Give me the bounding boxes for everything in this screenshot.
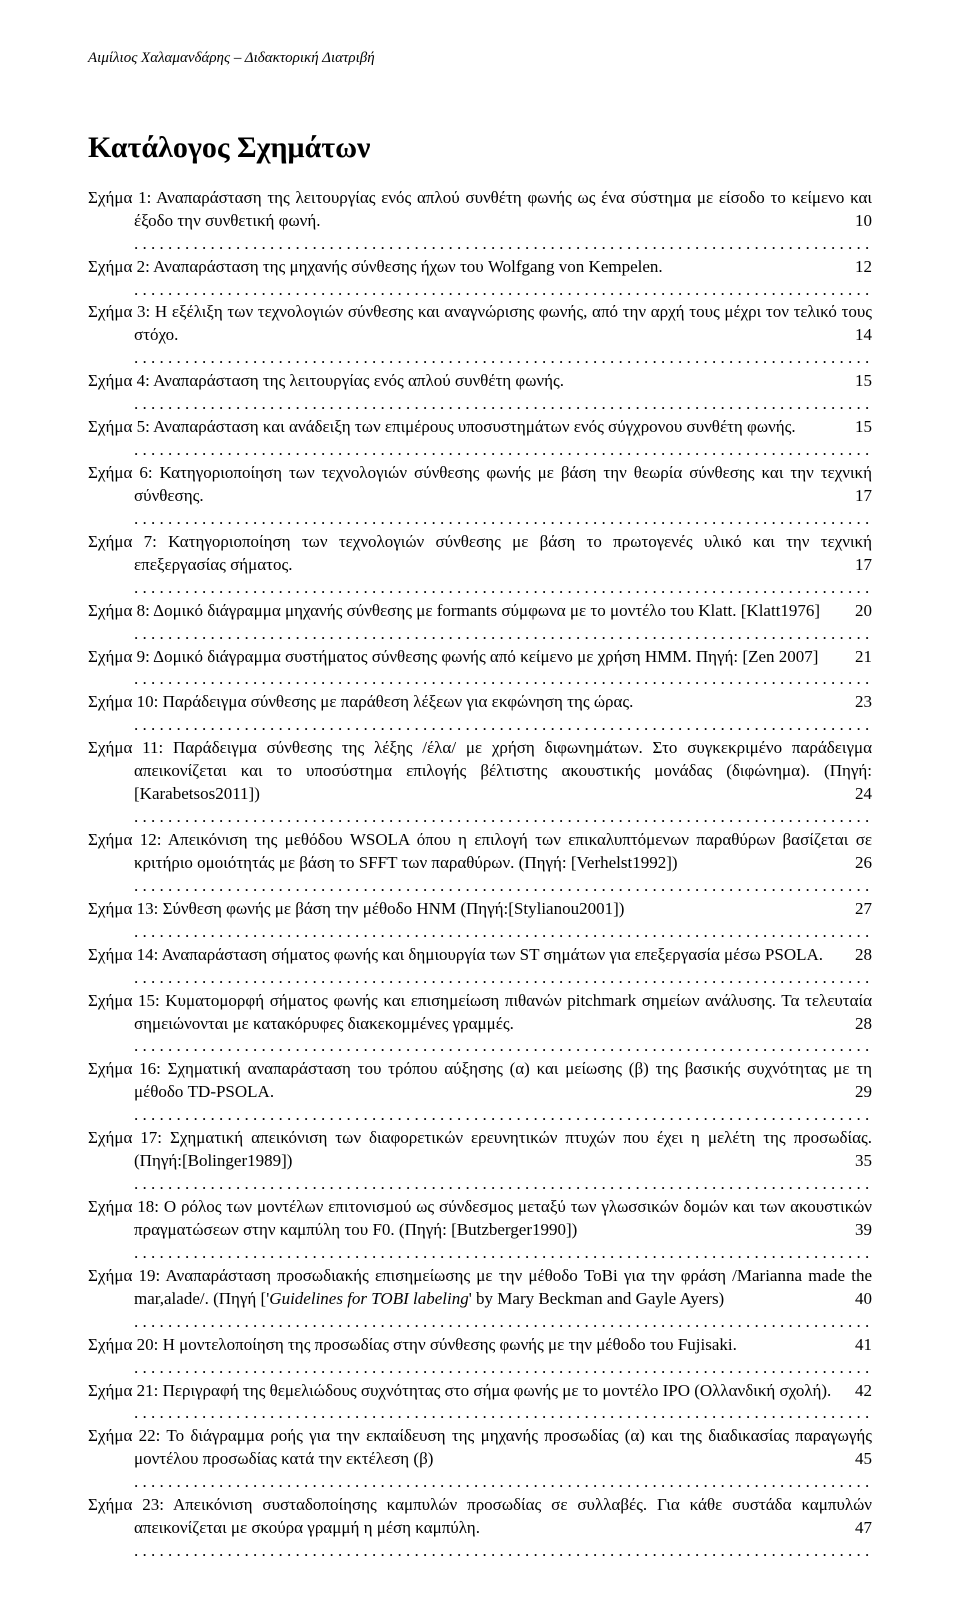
- lof-entry-leader: . . . . . . . . . . . . . . . . . . . . …: [134, 508, 872, 531]
- lof-entry-page: 17: [851, 485, 872, 508]
- lof-entry-leader: . . . . . . . . . . . . . . . . . . . . …: [134, 1035, 872, 1058]
- lof-entry: Σχήμα 14: Αναπαράσταση σήματος φωνής και…: [88, 944, 872, 990]
- lof-entry-page: 21: [851, 646, 872, 669]
- lof-entry-page: 12: [851, 256, 872, 279]
- lof-entry: Σχήμα 6: Κατηγοριοποίηση των τεχνολογιών…: [88, 462, 872, 531]
- lof-entry-leader: . . . . . . . . . . . . . . . . . . . . …: [134, 393, 872, 416]
- lof-entry-page: 24: [851, 783, 872, 806]
- lof-entry-leader: . . . . . . . . . . . . . . . . . . . . …: [134, 921, 872, 944]
- lof-entry-page: 10: [851, 210, 872, 233]
- lof-entry-text: Σχήμα 21: Περιγραφή της θεμελιώδους συχν…: [88, 1381, 831, 1400]
- lof-entry-leader: . . . . . . . . . . . . . . . . . . . . …: [134, 1540, 872, 1563]
- lof-entry-page: 27: [851, 898, 872, 921]
- lof-entry-leader: . . . . . . . . . . . . . . . . . . . . …: [134, 233, 872, 256]
- lof-entry: Σχήμα 12: Απεικόνιση της μεθόδου WSOLA ό…: [88, 829, 872, 898]
- lof-entry: Σχήμα 18: Ο ρόλος των μοντέλων επιτονισμ…: [88, 1196, 872, 1265]
- lof-entry-text: Σχήμα 22: Το διάγραμμα ροής για την εκπα…: [88, 1426, 872, 1468]
- lof-entry-text: Σχήμα 16: Σχηματική αναπαράσταση του τρό…: [88, 1059, 872, 1101]
- lof-entry-text: Σχήμα 19: Αναπαράσταση προσωδιακής επιση…: [88, 1266, 872, 1308]
- lof-entry-leader: . . . . . . . . . . . . . . . . . . . . …: [134, 875, 872, 898]
- lof-entry-text: Σχήμα 17: Σχηματική απεικόνιση των διαφο…: [88, 1128, 872, 1170]
- lof-entry-leader: . . . . . . . . . . . . . . . . . . . . …: [134, 1173, 872, 1196]
- lof-entry-leader: . . . . . . . . . . . . . . . . . . . . …: [134, 1357, 872, 1380]
- lof-entry-leader: . . . . . . . . . . . . . . . . . . . . …: [134, 623, 872, 646]
- lof-entry: Σχήμα 2: Αναπαράσταση της μηχανής σύνθεσ…: [88, 256, 872, 302]
- lof-entry-text: Σχήμα 7: Κατηγοριοποίηση των τεχνολογιών…: [88, 532, 872, 574]
- lof-entry-text: Σχήμα 20: Η μοντελοποίηση της προσωδίας …: [88, 1335, 737, 1354]
- lof-entry-leader: . . . . . . . . . . . . . . . . . . . . …: [134, 967, 872, 990]
- lof-entry-text: Σχήμα 10: Παράδειγμα σύνθεσης με παράθεσ…: [88, 692, 633, 711]
- lof-entry-text: Σχήμα 3: Η εξέλιξη των τεχνολογιών σύνθε…: [88, 302, 872, 344]
- lof-entry-text: Σχήμα 8: Δομικό διάγραμμα μηχανής σύνθεσ…: [88, 601, 820, 620]
- lof-entry-page: 29: [851, 1081, 872, 1104]
- lof-entry: Σχήμα 4: Αναπαράσταση της λειτουργίας εν…: [88, 370, 872, 416]
- lof-entry-page: 14: [851, 324, 872, 347]
- lof-entry-page: 42: [851, 1380, 872, 1403]
- lof-entry: Σχήμα 7: Κατηγοριοποίηση των τεχνολογιών…: [88, 531, 872, 600]
- lof-entry-text: Σχήμα 4: Αναπαράσταση της λειτουργίας εν…: [88, 371, 564, 390]
- lof-entry-leader: . . . . . . . . . . . . . . . . . . . . …: [134, 1471, 872, 1494]
- lof-entry-page: 47: [851, 1517, 872, 1540]
- lof-entry-text: Σχήμα 1: Αναπαράσταση της λειτουργίας εν…: [88, 188, 872, 230]
- lof-entry-text: Σχήμα 14: Αναπαράσταση σήματος φωνής και…: [88, 945, 823, 964]
- lof-entry: Σχήμα 5: Αναπαράσταση και ανάδειξη των ε…: [88, 416, 872, 462]
- lof-entry: Σχήμα 3: Η εξέλιξη των τεχνολογιών σύνθε…: [88, 301, 872, 370]
- lof-entry-page: 15: [851, 416, 872, 439]
- lof-entry-leader: . . . . . . . . . . . . . . . . . . . . …: [134, 668, 872, 691]
- lof-entry-page: 28: [851, 944, 872, 967]
- lof-entry-leader: . . . . . . . . . . . . . . . . . . . . …: [134, 1311, 872, 1334]
- lof-entry-page: 20: [851, 600, 872, 623]
- lof-entry: Σχήμα 11: Παράδειγμα σύνθεσης της λέξης …: [88, 737, 872, 829]
- lof-entry: Σχήμα 16: Σχηματική αναπαράσταση του τρό…: [88, 1058, 872, 1127]
- lof-entry-leader: . . . . . . . . . . . . . . . . . . . . …: [134, 347, 872, 370]
- lof-entry-page: 39: [851, 1219, 872, 1242]
- list-of-figures: Σχήμα 1: Αναπαράσταση της λειτουργίας εν…: [88, 187, 872, 1563]
- lof-entry-text: Σχήμα 5: Αναπαράσταση και ανάδειξη των ε…: [88, 417, 796, 436]
- lof-entry-leader: . . . . . . . . . . . . . . . . . . . . …: [134, 279, 872, 302]
- lof-entry: Σχήμα 19: Αναπαράσταση προσωδιακής επιση…: [88, 1265, 872, 1334]
- list-of-figures-title: Κατάλογος Σχημάτων: [88, 128, 872, 169]
- lof-entry-text: Σχήμα 23: Απεικόνιση συσταδοποίησης καμπ…: [88, 1495, 872, 1537]
- lof-entry-leader: . . . . . . . . . . . . . . . . . . . . …: [134, 1104, 872, 1127]
- lof-entry: Σχήμα 13: Σύνθεση φωνής με βάση την μέθο…: [88, 898, 872, 944]
- lof-entry: Σχήμα 23: Απεικόνιση συσταδοποίησης καμπ…: [88, 1494, 872, 1563]
- lof-entry-page: 17: [851, 554, 872, 577]
- lof-entry-page: 35: [851, 1150, 872, 1173]
- lof-entry-text: Σχήμα 18: Ο ρόλος των μοντέλων επιτονισμ…: [88, 1197, 872, 1239]
- lof-entry-leader: . . . . . . . . . . . . . . . . . . . . …: [134, 806, 872, 829]
- lof-entry-page: 15: [851, 370, 872, 393]
- lof-entry-page: 28: [851, 1013, 872, 1036]
- lof-entry-leader: . . . . . . . . . . . . . . . . . . . . …: [134, 439, 872, 462]
- lof-entry-leader: . . . . . . . . . . . . . . . . . . . . …: [134, 1402, 872, 1425]
- lof-entry: Σχήμα 17: Σχηματική απεικόνιση των διαφο…: [88, 1127, 872, 1196]
- lof-entry-text: Σχήμα 12: Απεικόνιση της μεθόδου WSOLA ό…: [88, 830, 872, 872]
- lof-entry: Σχήμα 20: Η μοντελοποίηση της προσωδίας …: [88, 1334, 872, 1380]
- lof-entry-text: Σχήμα 6: Κατηγοριοποίηση των τεχνολογιών…: [88, 463, 872, 505]
- lof-entry-text: Σχήμα 9: Δομικό διάγραμμα συστήματος σύν…: [88, 647, 818, 666]
- lof-entry: Σχήμα 1: Αναπαράσταση της λειτουργίας εν…: [88, 187, 872, 256]
- lof-entry: Σχήμα 10: Παράδειγμα σύνθεσης με παράθεσ…: [88, 691, 872, 737]
- lof-entry-leader: . . . . . . . . . . . . . . . . . . . . …: [134, 577, 872, 600]
- lof-entry: Σχήμα 9: Δομικό διάγραμμα συστήματος σύν…: [88, 646, 872, 692]
- lof-entry-page: 23: [851, 691, 872, 714]
- lof-entry-text: Σχήμα 15: Κυματομορφή σήματος φωνής και …: [88, 991, 872, 1033]
- lof-entry-leader: . . . . . . . . . . . . . . . . . . . . …: [134, 1242, 872, 1265]
- lof-entry: Σχήμα 22: Το διάγραμμα ροής για την εκπα…: [88, 1425, 872, 1494]
- lof-entry-page: 41: [851, 1334, 872, 1357]
- lof-entry-text: Σχήμα 2: Αναπαράσταση της μηχανής σύνθεσ…: [88, 257, 663, 276]
- lof-entry-page: 26: [851, 852, 872, 875]
- lof-entry-page: 45: [851, 1448, 872, 1471]
- lof-entry-text: Σχήμα 11: Παράδειγμα σύνθεσης της λέξης …: [88, 738, 872, 803]
- lof-entry: Σχήμα 15: Κυματομορφή σήματος φωνής και …: [88, 990, 872, 1059]
- lof-entry: Σχήμα 8: Δομικό διάγραμμα μηχανής σύνθεσ…: [88, 600, 872, 646]
- lof-entry-text: Σχήμα 13: Σύνθεση φωνής με βάση την μέθο…: [88, 899, 624, 918]
- lof-entry-page: 40: [851, 1288, 872, 1311]
- lof-entry: Σχήμα 21: Περιγραφή της θεμελιώδους συχν…: [88, 1380, 872, 1426]
- lof-entry-leader: . . . . . . . . . . . . . . . . . . . . …: [134, 714, 872, 737]
- running-head: Αιμίλιος Χαλαμανδάρης – Διδακτορική Διατ…: [88, 48, 872, 68]
